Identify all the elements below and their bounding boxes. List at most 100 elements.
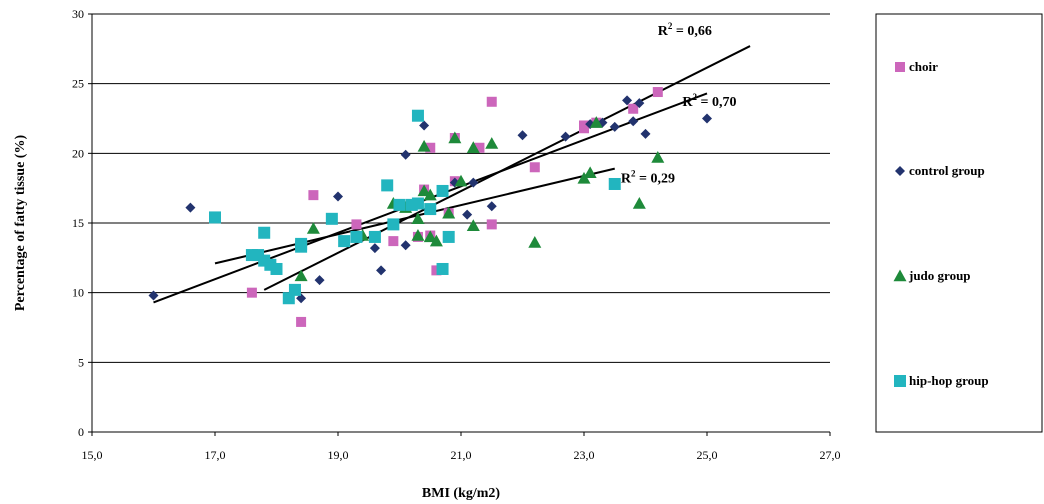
hip-hop-group-point [436,184,449,197]
control-group-point [376,265,387,276]
control-group-point [517,130,528,141]
legend: choir control group judo group hip-hop grou… [875,13,1043,433]
choir-point [296,316,307,327]
choir-point [308,190,319,201]
control-group-point [462,209,473,220]
control-group-point [560,131,571,142]
judo-group-point [528,236,542,248]
r2-annotations: R2 = 0,66 R2 = 0,70 R2 = 0,29 [621,21,737,187]
hip-hop-group-point [424,203,437,216]
hip-hop-group-point [608,177,621,190]
control-group-point [486,201,497,212]
x-tick-label: 15,0 [82,448,103,462]
x-axis-title: BMI (kg/m2) [422,486,501,501]
judo-group-point [411,229,425,241]
r2-label: R2 = 0,66 [658,21,712,39]
legend-judo-group-label: judo group [908,268,971,283]
x-tick-label: 23,0 [574,448,595,462]
judo-group-point [442,206,456,219]
judo-group-point [466,141,480,153]
judo-group-point [454,174,468,187]
hip-hop-group-point [411,197,424,210]
control-group-point [702,113,712,124]
legend-choir-icon [895,62,905,72]
control-group-point [628,116,639,127]
legend-hip-hop-group-icon [894,375,906,387]
x-tick-label: 21,0 [451,448,472,462]
hip-hop-group-point [295,240,308,253]
judo-group-point [466,219,480,231]
control-group-point [314,275,325,286]
choir-point [628,103,639,114]
choir-point [425,142,436,153]
choir-point [486,96,497,107]
hip-hop-group-point [270,262,283,275]
control-group-point [640,128,651,139]
control-group-point [634,98,645,109]
control-group-point [468,177,479,188]
r2-label: R2 = 0,29 [621,169,675,187]
control-group-point [148,290,159,301]
hip-hop-group-point [442,230,455,243]
y-tick-label: 20 [72,146,84,160]
choir-point [431,265,442,276]
trendline [214,167,615,265]
judo-group-point [423,188,437,201]
legend-judo-group-icon [893,269,907,282]
hip-hop-group-point [368,230,381,243]
judo-group-point [651,151,665,163]
choir-point [351,219,362,230]
judo-group-point [583,166,597,179]
hip-hop-group-point [209,211,221,224]
judo-group-point [448,131,462,144]
legend-control-group-icon [895,166,905,176]
judo-group-point [485,137,499,149]
data-points [148,87,712,327]
x-tick-label: 17,0 [205,448,226,462]
judo-group-point [417,139,431,152]
control-group-point [369,243,380,254]
control-group-point [333,191,343,202]
control-group-point [400,149,411,160]
x-tick-label: 25,0 [697,448,718,462]
judo-group-point [306,222,320,234]
r2-label: R2 = 0,70 [682,92,736,110]
hip-hop-group-point [325,212,338,225]
judo-group-point [589,116,603,128]
y-tick-label: 10 [72,286,84,300]
y-tick-label: 25 [72,77,84,91]
hip-hop-group-point [381,179,394,192]
hip-hop-group-point [252,249,265,262]
judo-group-point [417,184,431,197]
y-tick-label: 5 [78,355,84,369]
y-axis-title: Percentage of fatty tissue (%) [13,135,28,312]
choir-point [246,287,257,298]
control-group-point [622,95,633,106]
hip-hop-group-point [387,218,400,231]
y-tick-label: 15 [72,216,84,230]
hip-hop-group-point [393,198,406,211]
control-group-point [400,240,411,251]
choir-point [486,219,497,230]
legend-control-group-label: control group [909,163,985,178]
y-tick-label: 0 [78,425,84,439]
judo-group-point [632,196,646,209]
choir-point [652,87,663,98]
hip-hop-group-point [436,262,449,275]
hip-hop-group-point [288,283,301,296]
choir-point [529,162,540,173]
hip-hop-group-point [411,109,424,122]
choir-point [388,236,399,247]
judo-group-point [429,234,443,247]
judo-group-point [294,269,308,282]
axes [88,13,831,436]
legend-box [875,13,1043,433]
hip-hop-group-point [338,235,351,248]
legend-choir-label: choir [909,59,938,74]
judo-group-point [411,212,425,225]
x-tick-label: 27,0 [820,448,841,462]
tick-labels: 0 5 10 15 20 25 30 15,0 17,0 19,0 21,0 23,0 25,0 27,0 [72,7,841,462]
judo-group-point [423,230,437,243]
choir-point [579,120,589,131]
